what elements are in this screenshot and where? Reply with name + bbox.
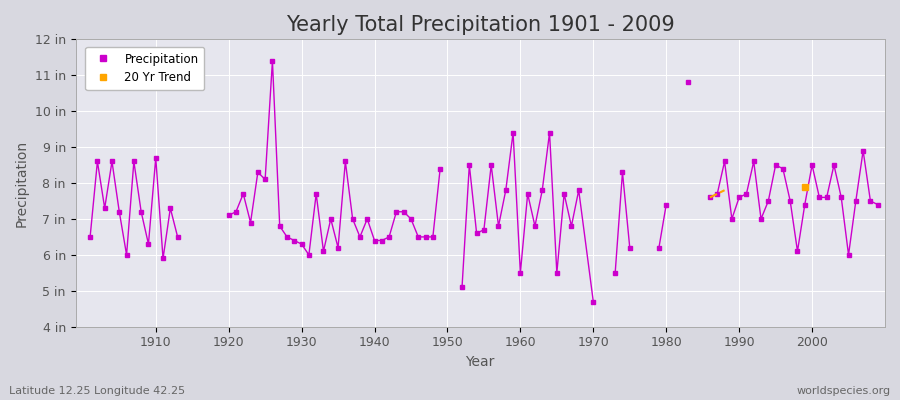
Legend: Precipitation, 20 Yr Trend: Precipitation, 20 Yr Trend (86, 47, 204, 90)
Y-axis label: Precipitation: Precipitation (15, 140, 29, 226)
X-axis label: Year: Year (465, 355, 495, 369)
Text: worldspecies.org: worldspecies.org (796, 386, 891, 396)
Title: Yearly Total Precipitation 1901 - 2009: Yearly Total Precipitation 1901 - 2009 (286, 15, 675, 35)
Text: Latitude 12.25 Longitude 42.25: Latitude 12.25 Longitude 42.25 (9, 386, 185, 396)
